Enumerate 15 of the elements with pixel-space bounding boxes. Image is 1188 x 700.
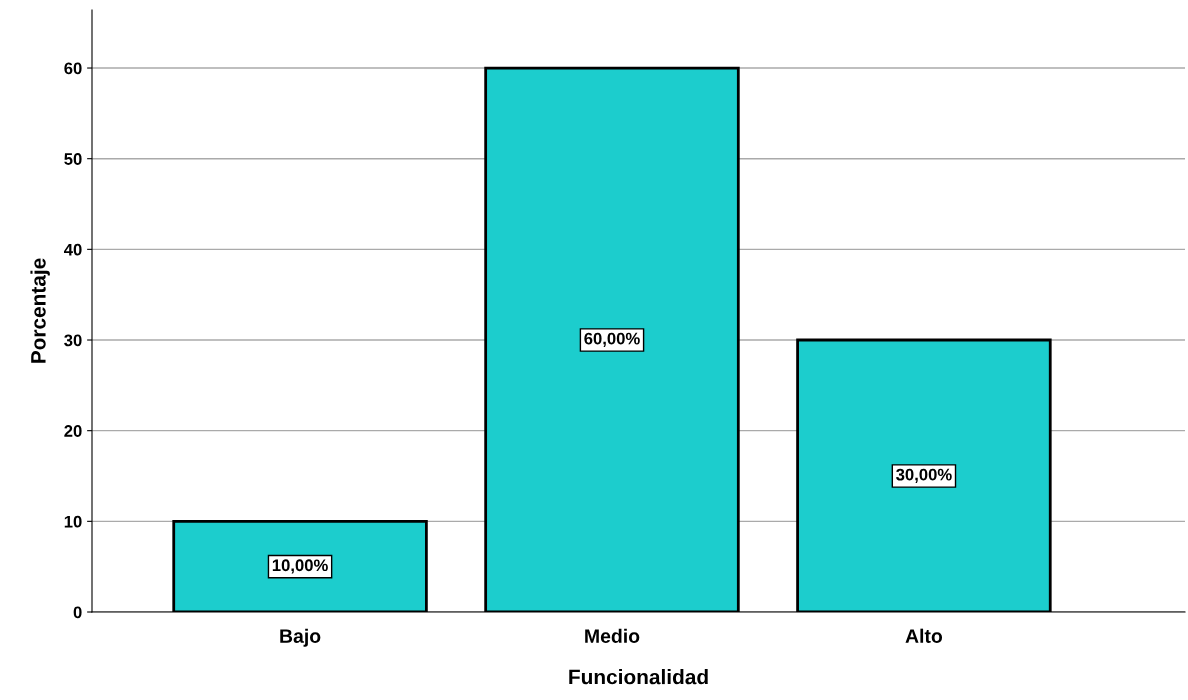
x-tick-label: Bajo [280,628,321,647]
y-tick-label: 40 [63,243,82,256]
x-axis-title: Funcionalidad [569,669,708,685]
y-tick-label: 60 [64,62,82,75]
y-tick-label: 20 [64,425,82,437]
y-tick-label: 30 [64,334,82,347]
y-tick-label: 0 [73,606,82,619]
x-tick-label: Medio [585,628,640,643]
y-tick-label: 50 [64,153,82,165]
y-tick-label: 10 [64,515,82,528]
data-label: 30,00% [896,468,952,483]
data-label: 10,00% [272,559,328,574]
x-tick-label: Alto [905,628,943,643]
y-axis-title: Porcentaje [30,258,50,363]
data-label: 60,00% [584,332,640,347]
